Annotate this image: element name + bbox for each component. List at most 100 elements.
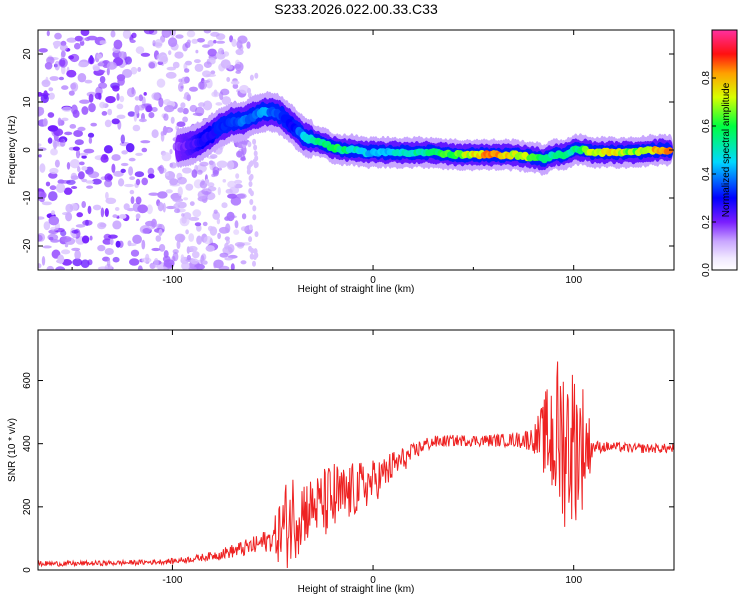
noise-speckle	[40, 191, 47, 199]
noise-speckle	[225, 223, 231, 234]
noise-speckle	[80, 259, 90, 269]
noise-speckle	[120, 134, 126, 144]
noise-speckle	[106, 174, 113, 181]
noise-speckle	[202, 44, 210, 48]
noise-speckle	[176, 121, 186, 127]
noise-speckle	[226, 160, 235, 170]
noise-speckle	[209, 154, 218, 159]
noise-speckle	[58, 76, 64, 81]
noise-speckle	[112, 220, 122, 230]
noise-speckle	[130, 66, 138, 75]
noise-speckle	[138, 118, 147, 123]
noise-speckle	[203, 236, 213, 245]
snr-ylabel: SNR (10 * v/v)	[7, 418, 18, 482]
noise-speckle	[38, 48, 48, 53]
noise-speckle	[190, 258, 199, 265]
noise-speckle	[71, 229, 79, 234]
figure-title: S233.2026.022.00.33.C33	[274, 1, 438, 17]
noise-speckle	[81, 178, 88, 183]
noise-speckle	[246, 41, 251, 49]
noise-speckle	[56, 138, 64, 143]
noise-speckle	[205, 78, 213, 89]
noise-speckle	[189, 86, 198, 92]
noise-speckle	[104, 119, 112, 128]
noise-speckle	[120, 168, 126, 173]
noise-speckle	[125, 56, 132, 65]
noise-speckle	[192, 209, 202, 218]
noise-speckle	[46, 30, 50, 37]
noise-speckle	[177, 107, 184, 113]
noise-speckle	[66, 69, 77, 78]
noise-speckle	[198, 102, 206, 107]
noise-speckle	[235, 48, 244, 56]
noise-speckle	[230, 80, 240, 85]
noise-speckle	[116, 103, 124, 110]
noise-speckle	[236, 150, 243, 158]
noise-speckle	[252, 138, 257, 145]
noise-speckle	[188, 233, 195, 242]
noise-speckle	[78, 171, 85, 180]
noise-speckle	[227, 244, 235, 253]
noise-speckle	[249, 190, 254, 197]
noise-speckle	[92, 204, 102, 211]
noise-speckle	[85, 219, 89, 226]
noise-speckle	[81, 166, 88, 171]
y-tick-label: 0	[22, 147, 33, 153]
noise-speckle	[48, 87, 54, 92]
noise-speckle	[248, 161, 253, 168]
noise-speckle	[172, 197, 184, 203]
noise-speckle	[76, 212, 83, 218]
noise-speckle	[81, 155, 87, 159]
noise-speckle	[140, 140, 151, 144]
noise-speckle	[38, 263, 42, 269]
noise-speckle	[116, 114, 126, 120]
noise-speckle	[207, 48, 217, 57]
noise-speckle	[49, 185, 57, 191]
noise-speckle	[163, 259, 175, 268]
noise-speckle	[78, 61, 89, 68]
noise-speckle	[102, 238, 113, 245]
noise-speckle	[249, 173, 254, 180]
noise-speckle	[134, 96, 140, 101]
noise-speckle	[50, 148, 58, 156]
noise-speckle	[118, 51, 127, 59]
noise-speckle	[135, 152, 143, 156]
noise-speckle	[116, 93, 120, 101]
noise-speckle	[151, 218, 157, 228]
colorbar-tick-label: 0.4	[701, 167, 712, 181]
noise-speckle	[213, 209, 218, 214]
noise-speckle	[101, 111, 108, 116]
noise-speckle	[141, 239, 146, 250]
noise-speckle	[73, 130, 83, 137]
noise-speckle	[241, 213, 247, 220]
noise-speckle	[152, 40, 156, 47]
noise-speckle	[217, 186, 221, 196]
noise-speckle	[61, 85, 69, 90]
noise-speckle	[212, 211, 220, 220]
noise-speckle	[127, 111, 136, 117]
noise-speckle	[65, 212, 73, 222]
noise-speckle	[38, 216, 45, 220]
noise-speckle	[122, 30, 131, 39]
noise-speckle	[182, 107, 189, 115]
noise-speckle	[111, 163, 116, 173]
noise-speckle	[74, 42, 81, 50]
noise-speckle	[220, 59, 231, 69]
noise-speckle	[147, 173, 155, 179]
noise-speckle	[98, 82, 108, 89]
noise-speckle	[205, 73, 217, 77]
noise-speckle	[91, 178, 102, 185]
noise-speckle	[142, 228, 151, 234]
noise-speckle	[177, 186, 183, 197]
noise-speckle	[50, 239, 60, 243]
noise-speckle	[207, 186, 217, 192]
noise-speckle	[135, 46, 145, 54]
noise-speckle	[92, 66, 100, 72]
noise-speckle	[132, 124, 141, 132]
noise-speckle	[165, 189, 173, 194]
noise-speckle	[112, 214, 118, 218]
noise-speckle	[79, 40, 85, 46]
noise-speckle	[197, 169, 203, 175]
noise-speckle	[49, 167, 59, 175]
noise-speckle	[38, 106, 45, 116]
